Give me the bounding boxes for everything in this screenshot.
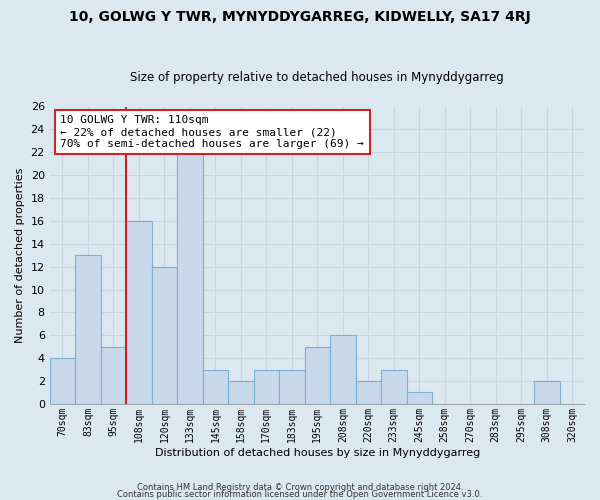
- Bar: [534, 381, 560, 404]
- Bar: [356, 381, 381, 404]
- Bar: [381, 370, 407, 404]
- Bar: [126, 221, 152, 404]
- Bar: [254, 370, 279, 404]
- Title: Size of property relative to detached houses in Mynyddygarreg: Size of property relative to detached ho…: [130, 72, 504, 85]
- Y-axis label: Number of detached properties: Number of detached properties: [15, 168, 25, 343]
- Bar: [330, 336, 356, 404]
- Bar: [75, 255, 101, 404]
- Bar: [50, 358, 75, 404]
- Text: 10 GOLWG Y TWR: 110sqm
← 22% of detached houses are smaller (22)
70% of semi-det: 10 GOLWG Y TWR: 110sqm ← 22% of detached…: [61, 116, 364, 148]
- Bar: [228, 381, 254, 404]
- Bar: [101, 346, 126, 404]
- X-axis label: Distribution of detached houses by size in Mynyddygarreg: Distribution of detached houses by size …: [155, 448, 480, 458]
- Bar: [203, 370, 228, 404]
- Text: 10, GOLWG Y TWR, MYNYDDYGARREG, KIDWELLY, SA17 4RJ: 10, GOLWG Y TWR, MYNYDDYGARREG, KIDWELLY…: [69, 10, 531, 24]
- Text: Contains public sector information licensed under the Open Government Licence v3: Contains public sector information licen…: [118, 490, 482, 499]
- Bar: [152, 266, 177, 404]
- Bar: [407, 392, 432, 404]
- Bar: [279, 370, 305, 404]
- Bar: [305, 346, 330, 404]
- Text: Contains HM Land Registry data © Crown copyright and database right 2024.: Contains HM Land Registry data © Crown c…: [137, 484, 463, 492]
- Bar: [177, 152, 203, 404]
